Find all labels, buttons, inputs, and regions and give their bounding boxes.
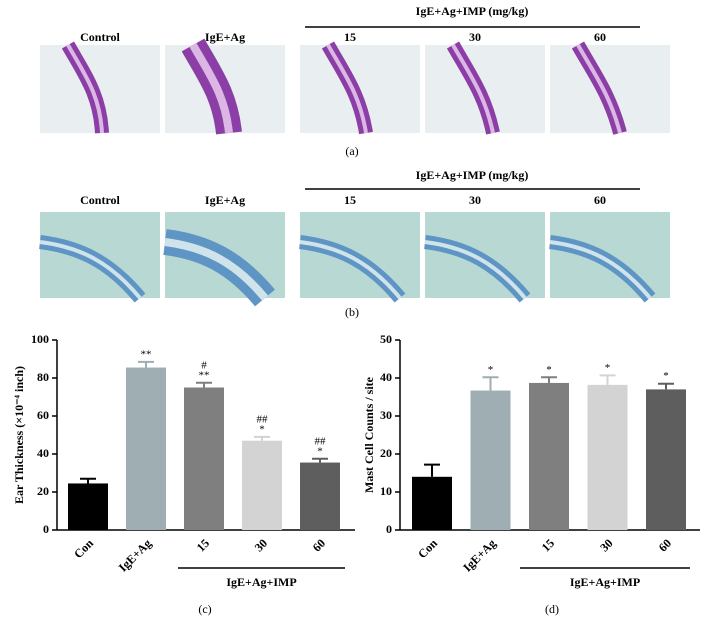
panel-label: 30 — [469, 30, 481, 44]
x-tick-label: IgE+Ag — [116, 536, 154, 574]
y-axis-label: Ear Thickness (×10⁻⁴ inch) — [12, 366, 26, 504]
tissue-inner — [189, 43, 233, 134]
tissue-inner — [39, 240, 142, 300]
x-tick-label: Con — [415, 536, 440, 561]
panel-label: Control — [80, 30, 120, 44]
bar — [184, 387, 224, 530]
x-tick-label: 30 — [597, 536, 615, 554]
significance-label: * — [259, 423, 265, 435]
bar — [470, 390, 511, 530]
y-tick-label: 50 — [380, 332, 392, 346]
significance-label: ## — [257, 413, 269, 425]
x-tick-label: IgE+Ag — [460, 536, 498, 574]
panel-label: IgE+Ag — [205, 193, 245, 207]
y-tick-label: 80 — [37, 370, 49, 384]
caption: (d) — [545, 602, 559, 616]
panel-label: 15 — [344, 193, 356, 207]
panel-label: IgE+Ag — [205, 30, 245, 44]
y-tick-label: 40 — [380, 370, 392, 384]
significance-label: * — [605, 362, 611, 374]
tissue-inner — [576, 44, 622, 134]
group-label: IgE+Ag+IMP (mg/kg) — [416, 168, 529, 182]
caption: (a) — [345, 144, 358, 158]
panel-label: 60 — [594, 30, 606, 44]
panel-label: Control — [80, 193, 120, 207]
tissue-inner — [164, 238, 269, 301]
panel-label: 30 — [469, 193, 481, 207]
bar — [646, 389, 686, 530]
bar — [412, 476, 452, 530]
significance-label: ## — [315, 435, 327, 447]
x-tick-label: 60 — [656, 536, 674, 554]
caption: (b) — [345, 305, 359, 319]
tissue-inner — [451, 44, 495, 134]
panel-label: 15 — [344, 30, 356, 44]
error-bar — [541, 376, 557, 383]
error-bar — [138, 360, 154, 368]
x-tick-label: 15 — [539, 536, 557, 554]
error-bar — [80, 477, 96, 484]
error-bar — [424, 463, 440, 477]
x-tick-label: Con — [71, 536, 96, 561]
x-tick-label: 15 — [194, 536, 212, 554]
group-label: IgE+Ag+IMP — [226, 575, 296, 589]
y-tick-label: 30 — [380, 408, 392, 422]
significance-label: # — [201, 359, 207, 371]
y-axis-label: Mast Cell Counts / site — [362, 376, 376, 493]
bar — [242, 440, 282, 530]
caption: (c) — [198, 602, 211, 616]
x-tick-label: 30 — [252, 536, 270, 554]
bar — [587, 384, 628, 530]
bar — [68, 483, 108, 530]
significance-label: * — [663, 370, 669, 382]
x-tick-label: 60 — [310, 536, 328, 554]
error-bar — [658, 382, 674, 390]
tissue-inner — [66, 44, 104, 134]
group-label: IgE+Ag+IMP — [570, 575, 640, 589]
y-tick-label: 40 — [37, 446, 49, 460]
y-tick-label: 0 — [386, 522, 392, 536]
bar — [529, 382, 569, 530]
y-tick-label: 10 — [380, 484, 392, 498]
bar — [126, 367, 166, 530]
significance-label: * — [488, 364, 494, 376]
significance-label: * — [546, 364, 552, 376]
significance-label: * — [317, 445, 323, 457]
group-label: IgE+Ag+IMP (mg/kg) — [416, 4, 529, 18]
error-bar — [254, 435, 270, 441]
error-bar — [312, 457, 328, 463]
significance-label: ** — [199, 369, 210, 381]
tissue-inner — [299, 240, 402, 300]
y-tick-label: 100 — [31, 332, 49, 346]
tissue-inner — [424, 240, 527, 300]
error-bar — [482, 376, 499, 391]
panel-label: 60 — [594, 193, 606, 207]
bar — [300, 462, 340, 530]
tissue-inner — [326, 44, 368, 134]
y-tick-label: 20 — [380, 446, 392, 460]
error-bar — [196, 381, 212, 388]
y-tick-label: 20 — [37, 484, 49, 498]
y-tick-label: 60 — [37, 408, 49, 422]
error-bar — [599, 374, 616, 385]
tissue-inner — [549, 240, 652, 300]
significance-label: ** — [141, 348, 152, 360]
y-tick-label: 0 — [43, 522, 49, 536]
